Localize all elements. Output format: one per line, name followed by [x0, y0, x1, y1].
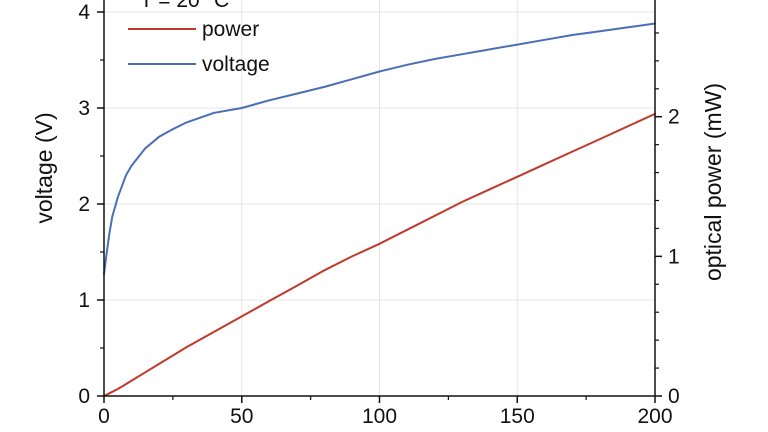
series-layer: [103, 22, 656, 397]
y-left-tick-label: 4: [78, 1, 90, 24]
x-tick-label: 150: [500, 405, 535, 428]
y-left-tick-label: 3: [78, 97, 90, 120]
y-left-axis-title: voltage (V): [31, 112, 57, 223]
x-tick-label: 200: [637, 405, 672, 428]
y-right-tick-label: 0: [668, 385, 680, 408]
x-tick-label: 50: [230, 405, 253, 428]
legend-voltage-label: voltage: [202, 53, 270, 76]
temperature-annotation: T = 20 °C: [140, 0, 229, 12]
y-left-tick-label: 0: [78, 385, 90, 408]
series-line-voltage: [103, 22, 656, 276]
legend: T = 20 °C power voltage: [128, 0, 270, 76]
series-line-power: [103, 112, 656, 397]
grid-lines: [103, 0, 656, 396]
y-left-tick-label: 1: [78, 289, 90, 312]
x-tick-label: 0: [98, 405, 110, 428]
y-right-axis-title: optical power (mW): [700, 83, 726, 281]
x-tick-label: 100: [362, 405, 397, 428]
y-left-tick-label: 2: [78, 193, 90, 216]
legend-power-label: power: [202, 18, 259, 41]
y-right-tick-label: 2: [668, 106, 680, 129]
y-right-tick-label: 1: [668, 245, 680, 268]
